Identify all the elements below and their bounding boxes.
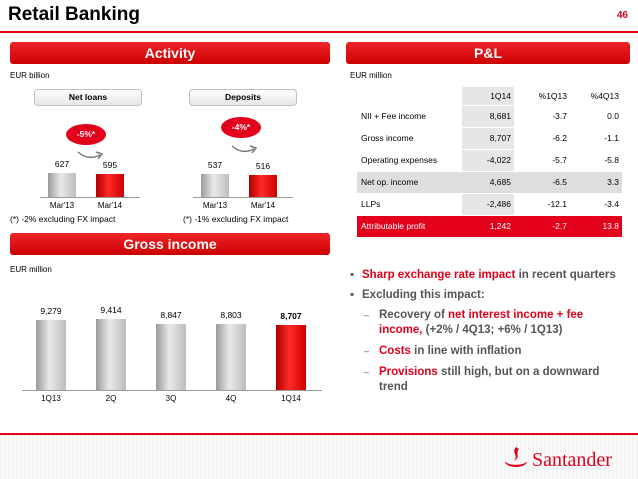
net-loans-change-badge: -5%* — [66, 124, 106, 145]
gross-income-value-label: 9,279 — [40, 306, 62, 317]
gross-income-value-label: 9,414 — [100, 305, 122, 316]
gross-income-bar — [216, 323, 246, 390]
deposits-bar — [249, 174, 277, 197]
pl-row: Gross income 8,707 -6.2 -1.1 — [357, 126, 622, 149]
santander-flame-icon — [505, 447, 527, 467]
net-loans-bar — [48, 172, 76, 197]
pl-header-row: 1Q14 %1Q13 %4Q13 — [357, 87, 622, 105]
pl-cell: 0.0 — [570, 104, 622, 127]
slide-title: Retail Banking — [8, 4, 140, 25]
gross-income-value-label: 8,707 — [280, 310, 302, 321]
net-loans-tick-label: Mar'14 — [97, 201, 123, 210]
pl-row: LLPs -2,486 -12.1 -3.4 — [357, 192, 622, 215]
deposits-value-label: 537 — [207, 159, 223, 170]
net-loans-trend-arrow — [77, 151, 104, 160]
footer-divider — [0, 433, 638, 435]
pl-header-spacer — [357, 87, 462, 105]
deposits-bar — [201, 173, 229, 197]
pl-heading: P&L — [346, 42, 630, 64]
pl-col-header: %4Q13 — [590, 90, 619, 101]
pl-col-header: 1Q14 — [462, 87, 514, 105]
pl-col-header: %1Q13 — [538, 90, 567, 101]
pl-cell: 13.8 — [570, 214, 622, 237]
gross-income-tick-label: 2Q — [105, 394, 117, 403]
subbullet-provisions: Provisions still high, but on a downward… — [349, 365, 629, 395]
deposits-fx-note: (*) -1% excluding FX impact — [183, 214, 289, 224]
gross-income-bar — [156, 323, 186, 390]
net-loans-bar — [96, 173, 124, 197]
bullet-excluding-impact: Excluding this impact: — [349, 288, 629, 303]
pl-cell: 3.3 — [570, 170, 622, 193]
gross-income-value-label: 8,803 — [220, 309, 242, 320]
net-loans-baseline — [40, 197, 140, 198]
pl-unit-label: EUR million — [350, 71, 392, 80]
subbullet-recovery: Recovery of net interest income + fee in… — [349, 308, 629, 338]
subbullet-costs: Costs in line with inflation — [349, 344, 629, 359]
gross-income-heading: Gross income — [10, 233, 330, 255]
net-loans-tick-label: Mar'13 — [49, 201, 75, 210]
pl-row: NII + Fee income 8,681 -3.7 0.0 — [357, 104, 622, 127]
pl-cell: -5.8 — [570, 148, 622, 171]
santander-logo-text: Santander — [532, 449, 612, 471]
pl-cell: -5.7 — [514, 148, 570, 171]
gross-income-tick-label: 3Q — [165, 394, 177, 403]
net-loans-value-label: 595 — [102, 159, 118, 170]
pl-cell: 8,707 — [462, 126, 514, 149]
pl-row: Operating expenses -4,022 -5.7 -5.8 — [357, 148, 622, 171]
pl-cell: -3.4 — [570, 192, 622, 215]
net-loans-value-label: 627 — [54, 158, 70, 169]
footer-band — [0, 433, 638, 479]
pl-row-label: Attributable profit — [357, 214, 462, 237]
net-loans-label: Net loans — [34, 89, 142, 106]
pl-row-label: Operating expenses — [357, 148, 462, 171]
pl-table: 1Q14 %1Q13 %4Q13 NII + Fee income 8,681 … — [357, 87, 622, 237]
activity-heading: Activity — [10, 42, 330, 64]
pl-cell: -6.2 — [514, 126, 570, 149]
pl-cell: -6.5 — [514, 170, 570, 193]
pl-row-label: Net op. income — [357, 170, 462, 193]
deposits-tick-label: Mar'13 — [202, 201, 228, 210]
pl-cell: 1,242 — [462, 214, 514, 237]
gross-income-baseline — [22, 390, 322, 391]
title-divider — [0, 31, 638, 33]
pl-cell: -2,486 — [462, 192, 514, 215]
pl-cell: -3.7 — [514, 104, 570, 127]
gross-income-bar — [276, 324, 306, 390]
net-loans-fx-note: (*) -2% excluding FX impact — [10, 214, 116, 224]
commentary: Sharp exchange rate impact in recent qua… — [349, 268, 629, 401]
pl-cell: -1.1 — [570, 126, 622, 149]
bullet-exchange-rate: Sharp exchange rate impact in recent qua… — [349, 268, 629, 283]
deposits-tick-label: Mar'14 — [250, 201, 276, 210]
gross-income-bar — [36, 320, 66, 390]
pl-row-label: LLPs — [357, 192, 462, 215]
activity-unit-label: EUR billion — [10, 71, 50, 80]
pl-row-attributable-profit: Attributable profit 1,242 -2.7 13.8 — [357, 214, 622, 237]
pl-row-highlighted: Net op. income 4,685 -6.5 3.3 — [357, 170, 622, 193]
pl-cell: -12.1 — [514, 192, 570, 215]
gross-income-unit-label: EUR million — [10, 265, 52, 274]
deposits-label: Deposits — [189, 89, 297, 106]
gross-income-tick-label: 1Q13 — [41, 394, 61, 403]
gross-income-tick-label: 4Q — [225, 394, 237, 403]
gross-income-tick-label: 1Q14 — [281, 394, 301, 403]
pl-row-label: NII + Fee income — [357, 104, 462, 127]
deposits-change-badge: -4%* — [221, 117, 261, 138]
pl-cell: 4,685 — [462, 170, 514, 193]
page-number: 46 — [616, 10, 628, 21]
gross-income-value-label: 8,847 — [160, 309, 182, 320]
deposits-trend-arrow — [231, 145, 258, 154]
pl-cell: 8,681 — [462, 104, 514, 127]
deposits-baseline — [193, 197, 293, 198]
pl-cell: -2.7 — [514, 214, 570, 237]
pl-row-label: Gross income — [357, 126, 462, 149]
deposits-value-label: 516 — [255, 160, 271, 171]
gross-income-bar — [96, 319, 126, 390]
pl-cell: -4,022 — [462, 148, 514, 171]
